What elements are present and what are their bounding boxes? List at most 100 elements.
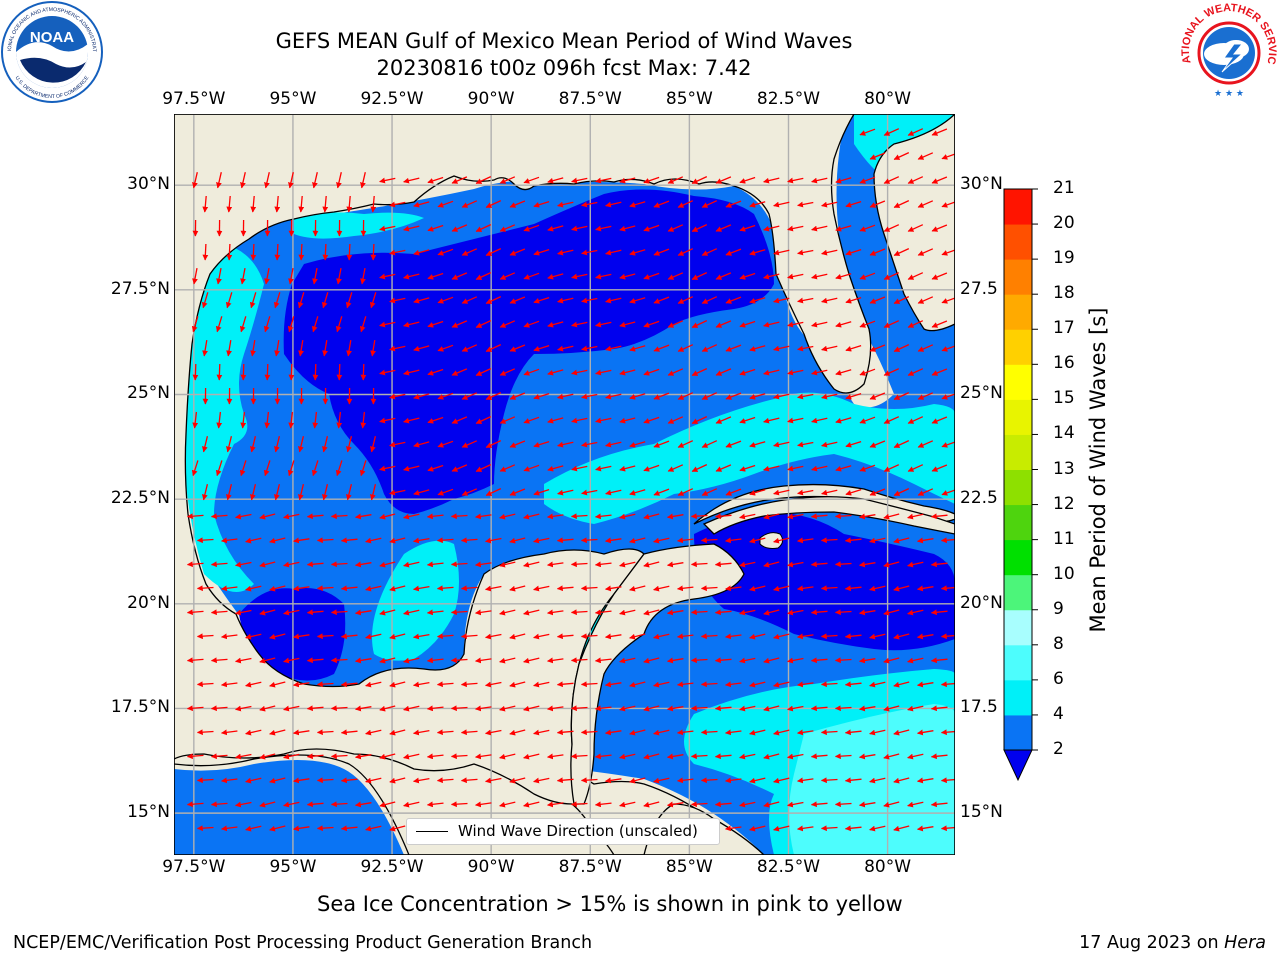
wind-arrow (773, 345, 790, 352)
wind-arrow (883, 272, 900, 280)
wind-arrow (413, 441, 430, 448)
wind-arrow (739, 416, 756, 424)
wind-arrow (931, 272, 948, 280)
wind-arrow (907, 705, 924, 712)
wind-arrow (235, 657, 252, 664)
wind-arrow (810, 753, 828, 760)
wind-arrow (389, 201, 406, 208)
wind-arrow (581, 297, 598, 304)
wind-arrow (186, 657, 204, 664)
wind-arrow (714, 513, 732, 520)
wind-arrow (202, 243, 209, 261)
wind-arrow (196, 729, 214, 736)
wind-arrow (859, 801, 876, 808)
wind-arrow (653, 729, 670, 736)
wind-arrow (677, 777, 694, 784)
wind-arrow (461, 296, 478, 304)
wind-arrow (370, 436, 377, 453)
wind-arrow (499, 176, 516, 184)
wind-arrow (917, 344, 934, 352)
wind-arrow (293, 585, 310, 592)
wind-arrow (845, 344, 862, 352)
wind-arrow (907, 561, 924, 568)
wind-arrow (714, 657, 732, 664)
wind-arrow (773, 489, 790, 496)
wind-arrow (677, 537, 694, 544)
wind-arrow (653, 681, 670, 688)
wind-arrow (427, 368, 444, 376)
wind-arrow (739, 368, 756, 376)
wind-arrow (322, 195, 329, 213)
wind-arrow (859, 609, 876, 616)
wind-arrow (287, 460, 295, 477)
wind-arrow (475, 609, 492, 616)
wind-arrow (667, 705, 684, 712)
wind-arrow (451, 464, 468, 472)
wind-arrow (485, 296, 502, 304)
map-subtitle: 20230816 t00z 096h fcst Max: 7.42 (376, 56, 752, 80)
wind-arrow (533, 200, 550, 208)
wind-arrow (379, 273, 396, 280)
wind-arrow (797, 537, 814, 544)
wind-arrow (749, 537, 766, 544)
wind-arrow (360, 411, 367, 429)
wind-arrow (917, 825, 934, 832)
wind-arrow (570, 705, 588, 712)
wind-arrow (605, 681, 622, 688)
wind-arrow (485, 488, 502, 496)
wind-arrow (192, 363, 199, 381)
wind-arrow (667, 176, 684, 184)
wind-arrow (869, 344, 886, 352)
lat-tick-label-right: 22.5 (960, 488, 998, 509)
wind-arrow (580, 729, 598, 736)
wind-arrow (533, 296, 550, 304)
wind-arrow (643, 464, 660, 472)
wind-arrow (475, 753, 492, 760)
wind-arrow (312, 267, 318, 285)
wind-arrow (859, 416, 876, 424)
wind-arrow (917, 681, 934, 688)
wind-arrow (192, 172, 198, 189)
wind-arrow (523, 801, 540, 808)
wind-arrow (192, 411, 199, 429)
wind-arrow (426, 513, 444, 520)
wind-arrow (821, 345, 838, 352)
wind-arrow (797, 297, 814, 304)
wind-arrow (893, 537, 910, 544)
wind-arrow (293, 729, 310, 736)
wind-arrow (844, 537, 862, 544)
wind-arrow (595, 225, 612, 232)
wind-arrow (787, 321, 804, 328)
wind-arrow (379, 705, 396, 712)
wind-arrow (643, 224, 660, 232)
wind-arrow (605, 297, 622, 304)
wind-arrow (571, 321, 588, 328)
wind-arrow (653, 344, 670, 352)
wind-arrow (581, 489, 598, 496)
wind-arrow (250, 339, 256, 357)
wind-arrow (259, 753, 276, 760)
wind-arrow (379, 801, 396, 808)
wind-arrow (509, 585, 526, 592)
wind-arrow (226, 195, 233, 213)
wind-arrow (725, 537, 742, 544)
wind-arrow (619, 465, 636, 472)
lon-tick-label-top: 82.5°W (756, 89, 821, 109)
wind-arrow (461, 440, 478, 448)
wind-arrow (485, 633, 502, 640)
wind-arrow (306, 801, 324, 808)
wind-arrow (883, 609, 900, 616)
wind-arrow (931, 128, 948, 136)
lon-tick-label-bottom: 90°W (467, 857, 515, 877)
wind-arrow (869, 392, 886, 400)
wind-arrow (749, 441, 766, 448)
wind-arrow (834, 561, 852, 568)
wind-arrow (413, 633, 430, 640)
wind-arrow (629, 441, 646, 448)
wind-arrow (283, 801, 300, 808)
wind-arrow (787, 225, 804, 232)
wind-arrow (523, 513, 540, 520)
wind-arrow (379, 465, 396, 472)
wind-arrow (509, 488, 526, 496)
wind-arrow (749, 681, 766, 688)
